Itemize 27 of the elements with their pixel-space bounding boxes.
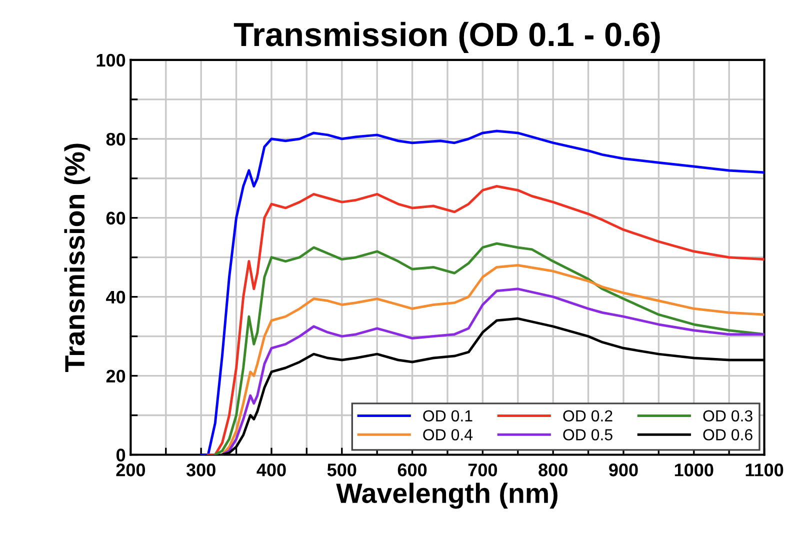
y-tick-label: 60 — [106, 212, 126, 225]
legend-label: OD 0.1 — [423, 410, 472, 422]
legend-label: OD 0.5 — [563, 429, 612, 440]
x-axis-title: Wavelength (nm) — [336, 482, 558, 509]
x-tick-label: 900 — [609, 464, 638, 476]
line-series — [206, 185, 764, 455]
x-tick-label: 400 — [256, 464, 286, 476]
legend-label: OD 0.4 — [423, 429, 473, 440]
x-tick-label: 700 — [468, 464, 498, 476]
line-series — [200, 130, 764, 455]
x-tick-label: 600 — [398, 464, 427, 476]
chart-title: Transmission (OD 0.1 - 0.6) — [234, 22, 660, 53]
y-tick-label: 100 — [96, 54, 126, 67]
x-tick-label: 800 — [538, 464, 568, 476]
x-tick-label: 200 — [116, 464, 146, 476]
y-tick-label: 20 — [106, 370, 126, 383]
legend-label: OD 0.3 — [703, 410, 752, 422]
y-tick-label: 40 — [106, 290, 126, 304]
x-tick-label: 1100 — [746, 464, 784, 476]
legend-label: OD 0.2 — [563, 410, 612, 422]
legend-label: OD 0.6 — [703, 429, 752, 440]
y-tick-label: 0 — [116, 448, 126, 462]
x-tick-label: 500 — [327, 464, 356, 476]
x-tick-label: 300 — [186, 464, 216, 476]
x-tick-label: 1000 — [674, 464, 714, 476]
y-tick-label: 80 — [106, 132, 126, 146]
y-axis-title: Transmission (%) — [64, 144, 90, 372]
